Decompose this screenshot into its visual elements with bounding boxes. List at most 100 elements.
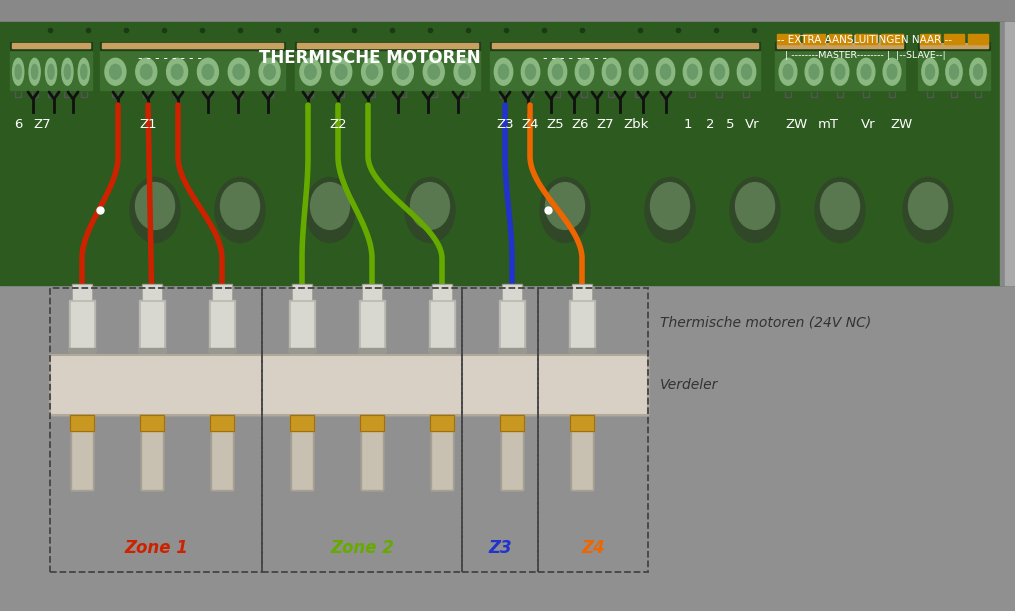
Text: 2: 2 (705, 119, 715, 131)
Bar (289, 300, 315, 352)
Ellipse shape (730, 178, 780, 243)
Bar (292, 284, 312, 300)
Text: Z4: Z4 (522, 119, 539, 131)
Bar (211, 415, 233, 490)
Ellipse shape (304, 64, 317, 79)
Ellipse shape (454, 58, 475, 85)
Ellipse shape (736, 183, 774, 229)
Text: - - - - - - - -: - - - - - - - - (543, 51, 607, 65)
Ellipse shape (393, 58, 413, 85)
Ellipse shape (715, 64, 725, 79)
Bar (429, 348, 455, 352)
Ellipse shape (215, 178, 265, 243)
Bar (70, 415, 94, 431)
Text: Z7: Z7 (33, 119, 51, 131)
Ellipse shape (423, 58, 445, 85)
Bar (142, 284, 162, 300)
Text: Zone 1: Zone 1 (124, 539, 188, 557)
Ellipse shape (140, 64, 152, 79)
Ellipse shape (903, 178, 953, 243)
Bar (139, 348, 165, 352)
Text: Z4: Z4 (582, 539, 605, 557)
Bar (501, 415, 523, 490)
Ellipse shape (15, 64, 21, 79)
Bar (431, 302, 453, 350)
Bar (775, 42, 905, 50)
Ellipse shape (687, 64, 697, 79)
Ellipse shape (908, 183, 947, 229)
Bar (212, 284, 232, 300)
Text: 6: 6 (14, 119, 22, 131)
Ellipse shape (887, 64, 897, 79)
Bar (69, 348, 95, 352)
Ellipse shape (494, 58, 513, 85)
Text: Z1: Z1 (139, 119, 156, 131)
Text: - - - - - - - -: - - - - - - - - (138, 51, 202, 65)
Bar (570, 415, 594, 431)
Bar (12, 43, 90, 48)
Ellipse shape (304, 178, 355, 243)
Ellipse shape (522, 58, 540, 85)
Bar (211, 415, 233, 490)
Bar (431, 415, 453, 490)
Ellipse shape (405, 178, 455, 243)
Bar (503, 285, 521, 299)
Bar (141, 415, 163, 490)
Ellipse shape (130, 178, 180, 243)
Bar (209, 348, 235, 352)
Bar (500, 415, 524, 431)
Bar (499, 348, 525, 352)
Bar (362, 284, 382, 300)
Bar (502, 284, 522, 300)
Bar (431, 415, 453, 490)
Ellipse shape (737, 58, 756, 85)
Bar (569, 300, 595, 352)
Text: Zbk: Zbk (623, 119, 649, 131)
Bar (920, 43, 988, 48)
Bar (209, 300, 235, 352)
Bar (501, 302, 523, 350)
Bar (102, 43, 283, 48)
Ellipse shape (657, 58, 675, 85)
Ellipse shape (809, 64, 819, 79)
Bar (50, 355, 648, 415)
Ellipse shape (136, 58, 156, 85)
Ellipse shape (857, 58, 875, 85)
Text: Thermische motoren (24V NC): Thermische motoren (24V NC) (660, 316, 871, 330)
Bar (920, 34, 940, 44)
Bar (10, 42, 92, 90)
Bar (70, 415, 94, 431)
Ellipse shape (12, 58, 23, 85)
Bar (499, 300, 525, 352)
Bar (829, 34, 851, 44)
Bar (359, 348, 385, 352)
Bar (291, 415, 313, 490)
Ellipse shape (835, 64, 844, 79)
Ellipse shape (110, 64, 121, 79)
Ellipse shape (780, 58, 797, 85)
Bar (462, 288, 538, 572)
Bar (295, 42, 480, 50)
Bar (69, 300, 95, 352)
Bar (100, 42, 285, 50)
Bar (213, 285, 231, 299)
Ellipse shape (366, 64, 378, 79)
Bar (262, 288, 462, 572)
Bar (71, 415, 93, 490)
Text: Vr: Vr (745, 119, 759, 131)
Ellipse shape (861, 64, 871, 79)
Text: -- EXTRA AANSLUITINGEN NAAR --: -- EXTRA AANSLUITINGEN NAAR -- (777, 35, 952, 45)
Bar (573, 285, 591, 299)
Bar (569, 348, 595, 352)
Bar (432, 284, 452, 300)
Bar (918, 42, 990, 90)
Bar (140, 415, 164, 431)
Text: | --------MASTER-------- |  |--SLAVE--|: | --------MASTER-------- | |--SLAVE--| (785, 51, 945, 59)
Bar (538, 288, 648, 572)
Ellipse shape (526, 64, 536, 79)
Ellipse shape (973, 64, 983, 79)
Bar (143, 285, 161, 299)
Ellipse shape (651, 183, 689, 229)
Ellipse shape (831, 58, 849, 85)
Ellipse shape (259, 58, 280, 85)
